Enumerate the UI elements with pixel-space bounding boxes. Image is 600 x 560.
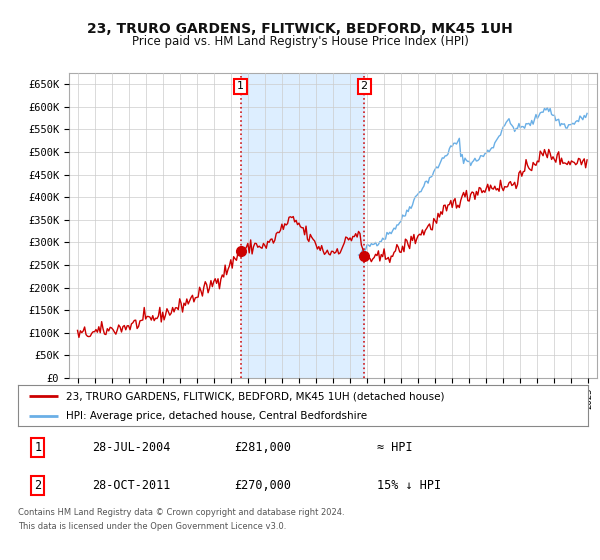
- Text: Price paid vs. HM Land Registry's House Price Index (HPI): Price paid vs. HM Land Registry's House …: [131, 35, 469, 48]
- Text: 2: 2: [361, 81, 368, 91]
- Text: This data is licensed under the Open Government Licence v3.0.: This data is licensed under the Open Gov…: [18, 522, 286, 531]
- Text: Contains HM Land Registry data © Crown copyright and database right 2024.: Contains HM Land Registry data © Crown c…: [18, 508, 344, 517]
- Text: 23, TRURO GARDENS, FLITWICK, BEDFORD, MK45 1UH: 23, TRURO GARDENS, FLITWICK, BEDFORD, MK…: [87, 22, 513, 36]
- Bar: [241, 73, 364, 378]
- Text: ≈ HPI: ≈ HPI: [377, 441, 413, 454]
- Text: £281,000: £281,000: [235, 441, 292, 454]
- Text: 23, TRURO GARDENS, FLITWICK, BEDFORD, MK45 1UH (detached house): 23, TRURO GARDENS, FLITWICK, BEDFORD, MK…: [67, 391, 445, 401]
- Text: 15% ↓ HPI: 15% ↓ HPI: [377, 479, 441, 492]
- Text: 1: 1: [237, 81, 244, 91]
- Text: 2: 2: [34, 479, 41, 492]
- Text: 28-JUL-2004: 28-JUL-2004: [92, 441, 170, 454]
- Text: 1: 1: [34, 441, 41, 454]
- Text: HPI: Average price, detached house, Central Bedfordshire: HPI: Average price, detached house, Cent…: [67, 410, 368, 421]
- Text: £270,000: £270,000: [235, 479, 292, 492]
- Text: 28-OCT-2011: 28-OCT-2011: [92, 479, 170, 492]
